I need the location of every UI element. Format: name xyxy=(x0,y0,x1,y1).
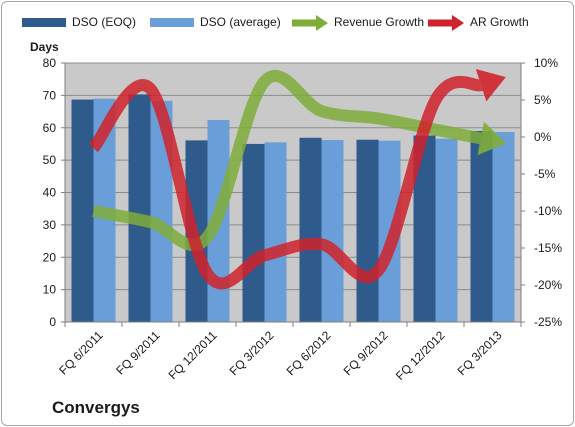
y2-tick-label: 5% xyxy=(534,93,552,107)
bar-dso-average xyxy=(150,100,173,322)
bar-dso-average xyxy=(435,138,458,322)
y2-tick-label: -25% xyxy=(534,315,562,329)
y2-tick-label: 10% xyxy=(534,56,558,70)
bar-dso-average xyxy=(321,140,344,322)
y-tick-label: 0 xyxy=(49,315,56,329)
y-tick-label: 40 xyxy=(43,186,57,200)
y-tick-label: 50 xyxy=(43,153,57,167)
arrowhead-revenue-growth xyxy=(477,121,507,156)
x-tick-label: FQ 12/2011 xyxy=(166,328,220,382)
y-axis-label: Days xyxy=(30,40,59,54)
y-tick-label: 80 xyxy=(43,56,57,70)
y-tick-label: 70 xyxy=(43,88,57,102)
y2-tick-label: -20% xyxy=(534,278,562,292)
x-tick-label: FQ 3/2013 xyxy=(455,328,505,378)
legend-label-revenue-growth: Revenue Growth xyxy=(334,15,425,29)
x-tick-label: FQ 6/2012 xyxy=(284,328,334,378)
bar-dso-eoq xyxy=(128,94,151,322)
y2-tick-label: 0% xyxy=(534,130,552,144)
y-tick-label: 20 xyxy=(43,250,57,264)
bar-dso-average xyxy=(264,142,287,322)
arrowhead-ar-growth xyxy=(475,69,506,102)
bar-dso-eoq xyxy=(242,143,265,322)
legend-label-ar-growth: AR Growth xyxy=(470,15,529,29)
y-tick-label: 30 xyxy=(43,218,57,232)
legend-swatch-dso-average xyxy=(150,18,194,27)
y2-tick-label: -5% xyxy=(534,167,556,181)
bar-dso-eoq xyxy=(413,135,436,322)
legend-label-dso-average: DSO (average) xyxy=(200,15,281,29)
y-tick-label: 60 xyxy=(43,121,57,135)
line-ar-growth xyxy=(88,75,483,290)
chart-title: Convergys xyxy=(52,398,140,417)
bar-dso-eoq xyxy=(299,137,322,322)
x-tick-label: FQ 3/2012 xyxy=(227,328,277,378)
y2-tick-label: -10% xyxy=(534,204,562,218)
plot-area: 0 10 20 30 40 50 60 70 80 -25% -20% -15% -10% -5% 0% 5%… xyxy=(43,56,563,383)
x-tick-label: FQ 12/2012 xyxy=(393,328,448,383)
x-tick-label: FQ 6/2011 xyxy=(56,328,106,378)
y2-tick-label: -15% xyxy=(534,241,562,255)
bar-dso-eoq xyxy=(356,139,379,322)
bar-dso-average xyxy=(492,131,515,322)
legend-label-dso-eoq: DSO (EOQ) xyxy=(72,15,137,29)
bar-dso-eoq xyxy=(470,130,493,322)
legend-swatch-revenue-growth xyxy=(292,15,328,31)
x-tick-label: FQ 9/2011 xyxy=(113,328,163,378)
y-tick-label: 10 xyxy=(43,283,57,297)
legend-swatch-ar-growth xyxy=(428,15,464,31)
x-tick-label: FQ 9/2012 xyxy=(341,328,391,378)
bar-dso-eoq xyxy=(71,99,94,323)
legend-swatch-dso-eoq xyxy=(22,18,66,27)
